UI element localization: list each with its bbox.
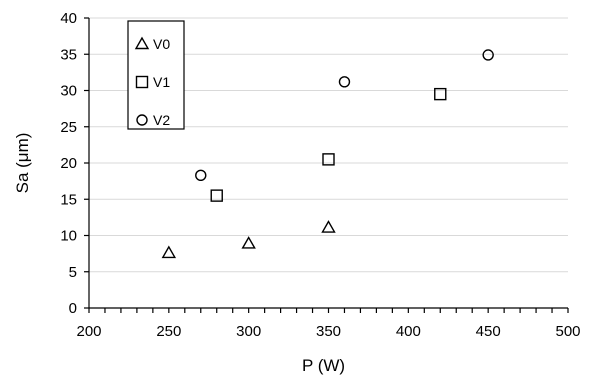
y-tick-label-0: 0 (69, 300, 77, 317)
x-tick-label-400: 400 (396, 323, 421, 340)
data-markers (161, 49, 494, 259)
x-tick-label-200: 200 (76, 323, 101, 340)
y-tick-label-25: 25 (60, 119, 77, 136)
point-v2-1 (338, 76, 351, 88)
x-tick-label-300: 300 (236, 323, 261, 340)
legend: V0 V1 V2 (127, 20, 185, 130)
point-v1-1 (322, 153, 335, 166)
y-tick-label-15: 15 (60, 191, 77, 208)
x-tick-label-450: 450 (476, 323, 501, 340)
x-tick-label-250: 250 (156, 323, 181, 340)
point-v0-0 (161, 245, 177, 259)
legend-marker-v0 (134, 36, 150, 50)
point-v0-1 (241, 236, 256, 249)
legend-label-v0: V0 (153, 36, 170, 52)
y-tick-label-20: 20 (60, 155, 77, 172)
y-tick-label-40: 40 (60, 10, 77, 27)
x-axis-title: P (W) (302, 356, 345, 375)
legend-marker-v2 (136, 114, 148, 126)
legend-label-v1: V1 (153, 74, 170, 90)
point-v1-2 (434, 87, 447, 101)
x-tick-label-500: 500 (555, 323, 580, 340)
legend-box (127, 20, 185, 130)
point-v2-0 (195, 169, 207, 182)
point-v1-0 (210, 189, 223, 202)
y-tick-label-10: 10 (60, 228, 77, 245)
y-tick-label-35: 35 (60, 46, 77, 63)
ticks (84, 17, 569, 313)
y-axis-title: Sa (μm) (13, 133, 32, 194)
point-v2-2 (482, 49, 494, 61)
tick-labels: 0 5 10 15 20 25 30 35 40 200 250 300 350 400 450 500 (60, 10, 580, 340)
y-tick-label-5: 5 (69, 264, 77, 281)
point-v0-2 (321, 220, 336, 233)
legend-marker-v1 (135, 75, 149, 89)
y-tick-label-30: 30 (60, 83, 77, 100)
legend-label-v2: V2 (153, 112, 170, 128)
x-tick-label-350: 350 (316, 323, 341, 340)
